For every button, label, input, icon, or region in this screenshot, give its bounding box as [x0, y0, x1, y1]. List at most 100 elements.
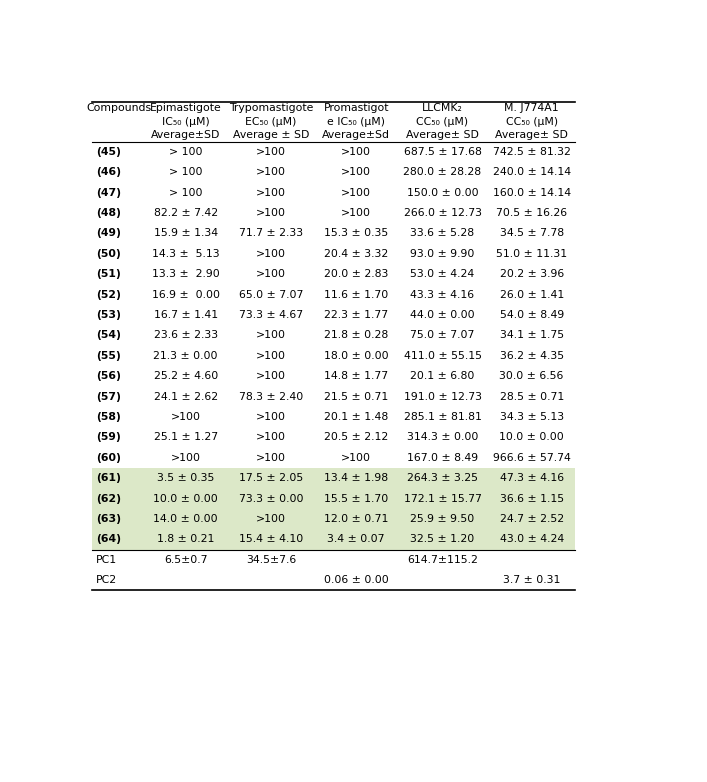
Bar [92, 529, 575, 550]
Text: 20.0 ± 2.83: 20.0 ± 2.83 [324, 269, 388, 279]
Text: >100: >100 [170, 412, 201, 422]
Text: (52): (52) [96, 289, 121, 300]
Text: 43.0 ± 4.24: 43.0 ± 4.24 [500, 534, 563, 544]
Text: 82.2 ± 7.42: 82.2 ± 7.42 [153, 208, 218, 218]
Text: >100: >100 [256, 269, 286, 279]
Text: > 100: > 100 [169, 167, 202, 178]
Text: 172.1 ± 15.77: 172.1 ± 15.77 [404, 493, 481, 504]
Text: 10.0 ± 0.00: 10.0 ± 0.00 [499, 432, 564, 443]
Text: 25.2 ± 4.60: 25.2 ± 4.60 [153, 371, 218, 382]
Text: 44.0 ± 0.00: 44.0 ± 0.00 [410, 310, 475, 320]
Text: >100: >100 [256, 188, 286, 198]
Text: 11.6 ± 1.70: 11.6 ± 1.70 [324, 289, 388, 300]
Text: 73.3 ± 4.67: 73.3 ± 4.67 [239, 310, 303, 320]
Text: 33.6 ± 5.28: 33.6 ± 5.28 [411, 228, 474, 239]
Text: >100: >100 [341, 167, 371, 178]
Text: 32.5 ± 1.20: 32.5 ± 1.20 [411, 534, 474, 544]
Text: >100: >100 [256, 331, 286, 340]
Text: >100: >100 [256, 453, 286, 463]
Text: (63): (63) [96, 514, 121, 524]
Text: >100: >100 [256, 351, 286, 361]
Text: IC₅₀ (μM): IC₅₀ (μM) [162, 117, 209, 127]
Text: 16.9 ±  0.00: 16.9 ± 0.00 [151, 289, 220, 300]
Text: 6.5±0.7: 6.5±0.7 [164, 555, 207, 565]
Text: 22.3 ± 1.77: 22.3 ± 1.77 [324, 310, 388, 320]
Text: 34.5 ± 7.78: 34.5 ± 7.78 [500, 228, 563, 239]
Text: (57): (57) [96, 392, 121, 402]
Text: Average±Sd: Average±Sd [322, 130, 390, 140]
Text: 47.3 ± 4.16: 47.3 ± 4.16 [500, 473, 563, 483]
Text: (61): (61) [96, 473, 121, 483]
Text: 28.5 ± 0.71: 28.5 ± 0.71 [500, 392, 563, 402]
Text: 75.0 ± 7.07: 75.0 ± 7.07 [410, 331, 474, 340]
Text: 70.5 ± 16.26: 70.5 ± 16.26 [496, 208, 567, 218]
Text: 65.0 ± 7.07: 65.0 ± 7.07 [239, 289, 303, 300]
Text: 36.2 ± 4.35: 36.2 ± 4.35 [500, 351, 563, 361]
Text: EC₅₀ (μM): EC₅₀ (μM) [245, 117, 296, 127]
Text: CC₅₀ (μM): CC₅₀ (μM) [506, 117, 558, 127]
Text: 167.0 ± 8.49: 167.0 ± 8.49 [407, 453, 478, 463]
Text: >100: >100 [256, 147, 286, 156]
Text: (53): (53) [96, 310, 121, 320]
Text: > 100: > 100 [169, 188, 202, 198]
Text: 25.9 ± 9.50: 25.9 ± 9.50 [411, 514, 474, 524]
Text: Trypomastigote: Trypomastigote [228, 103, 313, 113]
Text: 34.1 ± 1.75: 34.1 ± 1.75 [500, 331, 563, 340]
Text: 614.7±115.2: 614.7±115.2 [407, 555, 478, 565]
Text: 10.0 ± 0.00: 10.0 ± 0.00 [153, 493, 218, 504]
Text: 36.6 ± 1.15: 36.6 ± 1.15 [500, 493, 563, 504]
Text: Average± SD: Average± SD [495, 130, 568, 140]
Text: 51.0 ± 11.31: 51.0 ± 11.31 [496, 249, 567, 259]
Text: 26.0 ± 1.41: 26.0 ± 1.41 [500, 289, 563, 300]
Text: PC2: PC2 [96, 576, 117, 585]
Text: 411.0 ± 55.15: 411.0 ± 55.15 [404, 351, 481, 361]
Text: 20.1 ± 1.48: 20.1 ± 1.48 [324, 412, 388, 422]
Text: 16.7 ± 1.41: 16.7 ± 1.41 [153, 310, 218, 320]
Text: (56): (56) [96, 371, 121, 382]
Text: M. J774A1: M. J774A1 [504, 103, 559, 113]
Text: (55): (55) [96, 351, 121, 361]
Text: (51): (51) [96, 269, 121, 279]
Text: 71.7 ± 2.33: 71.7 ± 2.33 [239, 228, 303, 239]
Text: 240.0 ± 14.14: 240.0 ± 14.14 [493, 167, 571, 178]
Text: >100: >100 [341, 208, 371, 218]
Text: Average±SD: Average±SD [151, 130, 221, 140]
Text: PC1: PC1 [96, 555, 117, 565]
Text: 73.3 ± 0.00: 73.3 ± 0.00 [239, 493, 303, 504]
Text: 34.5±7.6: 34.5±7.6 [246, 555, 296, 565]
Text: 3.4 ± 0.07: 3.4 ± 0.07 [327, 534, 385, 544]
Text: 13.4 ± 1.98: 13.4 ± 1.98 [324, 473, 388, 483]
Bar [92, 509, 575, 529]
Text: >100: >100 [256, 167, 286, 178]
Text: 15.3 ± 0.35: 15.3 ± 0.35 [324, 228, 388, 239]
Text: 14.0 ± 0.00: 14.0 ± 0.00 [153, 514, 218, 524]
Text: Promastigot: Promastigot [323, 103, 389, 113]
Text: 54.0 ± 8.49: 54.0 ± 8.49 [500, 310, 563, 320]
Text: 12.0 ± 0.71: 12.0 ± 0.71 [324, 514, 388, 524]
Text: 18.0 ± 0.00: 18.0 ± 0.00 [324, 351, 388, 361]
Text: (46): (46) [96, 167, 121, 178]
Text: 13.3 ±  2.90: 13.3 ± 2.90 [152, 269, 219, 279]
Text: (49): (49) [96, 228, 121, 239]
Text: >100: >100 [170, 453, 201, 463]
Text: 687.5 ± 17.68: 687.5 ± 17.68 [404, 147, 481, 156]
Text: 742.5 ± 81.32: 742.5 ± 81.32 [493, 147, 571, 156]
Text: >100: >100 [256, 208, 286, 218]
Text: Epimastigote: Epimastigote [150, 103, 221, 113]
Text: 3.7 ± 0.31: 3.7 ± 0.31 [503, 576, 561, 585]
Text: 966.6 ± 57.74: 966.6 ± 57.74 [493, 453, 571, 463]
Bar [92, 489, 575, 509]
Text: 21.8 ± 0.28: 21.8 ± 0.28 [324, 331, 388, 340]
Text: (47): (47) [96, 188, 121, 198]
Text: >100: >100 [341, 188, 371, 198]
Text: 14.8 ± 1.77: 14.8 ± 1.77 [324, 371, 388, 382]
Text: 314.3 ± 0.00: 314.3 ± 0.00 [407, 432, 478, 443]
Text: (48): (48) [96, 208, 121, 218]
Text: 24.7 ± 2.52: 24.7 ± 2.52 [500, 514, 563, 524]
Text: 264.3 ± 3.25: 264.3 ± 3.25 [407, 473, 478, 483]
Bar [92, 468, 575, 489]
Text: 150.0 ± 0.00: 150.0 ± 0.00 [407, 188, 479, 198]
Text: 266.0 ± 12.73: 266.0 ± 12.73 [404, 208, 481, 218]
Text: (64): (64) [96, 534, 121, 544]
Text: 30.0 ± 6.56: 30.0 ± 6.56 [499, 371, 564, 382]
